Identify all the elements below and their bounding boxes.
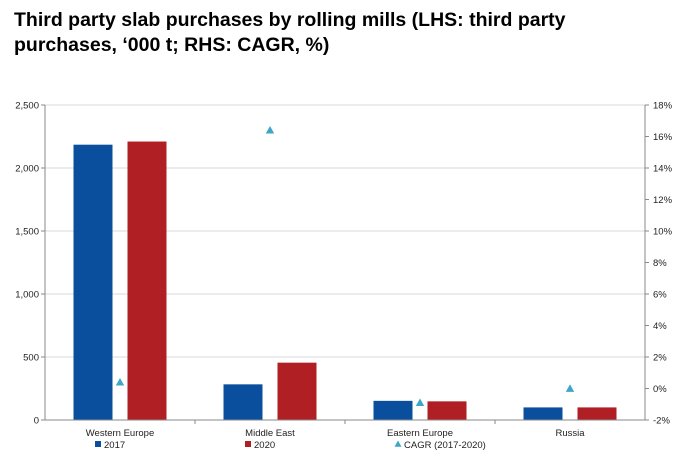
right-tick-label: 14% — [653, 164, 673, 175]
legend-swatch-2020 — [245, 441, 251, 447]
category-label: Western Europe — [86, 428, 154, 439]
right-tick-label: 10% — [653, 227, 673, 238]
right-tick-label: 0% — [653, 384, 667, 395]
right-tick-label: 18% — [653, 101, 673, 112]
cagr-marker-middle-east — [265, 126, 275, 134]
bar-2017-western-europe — [73, 144, 113, 420]
left-axis-tick-labels: 0 500 1,000 1,500 2,000 2,500 — [15, 101, 39, 427]
legend: 2017 2020 CAGR (2017-2020) — [95, 440, 486, 451]
right-tick-label: 12% — [653, 195, 673, 206]
cagr-marker-eastern-europe — [415, 398, 425, 407]
right-axis-tick-labels: -2% 0% 2% 4% 6% 8% 10% 12% 14% 16% 18% — [653, 101, 673, 427]
legend-label: CAGR (2017-2020) — [404, 440, 486, 451]
cagr-markers — [115, 126, 575, 407]
cagr-marker-western-europe — [115, 378, 125, 386]
bar-2020-middle-east — [277, 362, 317, 420]
legend-label: 2020 — [254, 440, 275, 451]
chart-title: Third party slab purchases by rolling mi… — [14, 9, 566, 56]
left-tick-label: 500 — [23, 353, 39, 364]
right-tick-label: 6% — [653, 290, 667, 301]
right-tick-label: 8% — [653, 258, 667, 269]
right-tick-label: 16% — [653, 132, 673, 143]
right-tick-label: -2% — [653, 416, 670, 427]
left-tick-label: 2,000 — [15, 164, 39, 175]
cagr-marker-russia — [565, 384, 575, 392]
bar-2017-russia — [523, 407, 563, 420]
bar-2020-russia — [577, 407, 617, 420]
left-tick-label: 2,500 — [15, 101, 39, 112]
legend-label: 2017 — [104, 440, 125, 451]
right-tick-label: 4% — [653, 321, 667, 332]
bar-2020-eastern-europe — [427, 401, 467, 420]
left-tick-label: 1,500 — [15, 227, 39, 238]
axes — [41, 104, 649, 424]
bar-2020-western-europe — [127, 141, 167, 421]
category-label: Russia — [555, 428, 585, 439]
left-tick-label: 0 — [34, 416, 39, 427]
category-label: Middle East — [245, 428, 295, 439]
category-label: Eastern Europe — [387, 428, 453, 439]
bar-2017-middle-east — [223, 384, 263, 420]
legend-swatch-2017 — [95, 441, 101, 447]
bar-2017-eastern-europe — [373, 400, 413, 420]
left-tick-label: 1,000 — [15, 290, 39, 301]
bars — [73, 141, 617, 421]
category-labels: Western Europe Middle East Eastern Europe R… — [86, 428, 585, 439]
right-tick-label: 2% — [653, 353, 667, 364]
legend-swatch-cagr — [394, 440, 402, 447]
